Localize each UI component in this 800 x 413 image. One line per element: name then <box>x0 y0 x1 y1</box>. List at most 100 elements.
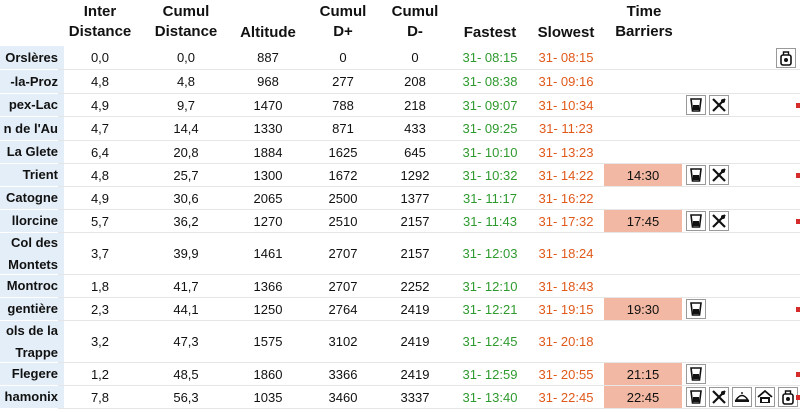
header-altitude: Altitude <box>240 24 296 41</box>
cumul-dminus-cell: 1377 <box>400 190 430 206</box>
cumul-dplus-cell: 3460 <box>328 389 358 405</box>
services-icons <box>686 298 706 320</box>
cumul-dplus-cell: 2764 <box>328 301 358 317</box>
station-name: Montroc <box>0 275 64 297</box>
table-row: ols de la Trappe 3,2 47,3 1575 3102 2419 31- 1… <box>0 321 800 362</box>
inter-distance-cell: 1,2 <box>90 366 110 382</box>
altitude-cell: 2065 <box>253 190 283 206</box>
table-row: Col des Montets 3,7 39,9 1461 2707 2157 31- 12… <box>0 233 800 274</box>
row-separator <box>58 232 800 233</box>
row-separator <box>58 274 800 275</box>
table-row: La Glete 6,4 20,8 1884 1625 645 31- 10:10 31- 1… <box>0 141 800 163</box>
food-icon <box>709 387 729 407</box>
row-separator <box>58 140 800 141</box>
altitude-cell: 887 <box>257 50 279 65</box>
row-separator <box>58 209 800 210</box>
slowest-time-cell: 31- 16:22 <box>538 190 594 206</box>
table-row: Catogne 4,9 30,6 2065 2500 1377 31- 11:17 31- 1… <box>0 187 800 209</box>
cumul-dminus-cell: 1292 <box>400 167 430 183</box>
cumul-distance-cell: 25,7 <box>173 167 199 183</box>
services-icons <box>686 386 798 408</box>
altitude-cell: 1366 <box>253 278 283 294</box>
altitude-cell: 1575 <box>253 334 283 349</box>
altitude-cell: 1300 <box>253 167 283 183</box>
station-name: pex-Lac <box>0 94 64 116</box>
altitude-cell: 1860 <box>253 366 283 382</box>
slowest-time-cell: 31- 18:24 <box>538 246 594 261</box>
altitude-cell: 1470 <box>253 97 283 113</box>
fastest-time-cell: 31- 08:38 <box>462 74 518 89</box>
row-separator <box>58 320 800 321</box>
slowest-time-cell: 31- 09:16 <box>538 74 594 89</box>
station-name: n de l'Au <box>0 117 64 140</box>
cumul-distance-cell: 0,0 <box>176 50 196 65</box>
cumul-dplus-cell: 1625 <box>328 144 358 160</box>
time-barrier-cell: 21:15 <box>604 363 682 385</box>
fastest-time-cell: 31- 09:07 <box>462 97 518 113</box>
table-row: hamonix 7,8 56,3 1035 3460 3337 31- 13:40 31- 2… <box>0 386 800 408</box>
cumul-dminus-cell: 645 <box>404 144 426 160</box>
station-name: -la-Proz <box>0 70 64 93</box>
row-separator <box>58 93 800 94</box>
drink-icon <box>686 387 706 407</box>
fastest-time-cell: 31- 09:25 <box>462 121 518 136</box>
cumul-dminus-cell: 2419 <box>400 334 430 349</box>
cumul-dplus-cell: 2510 <box>328 213 358 229</box>
slowest-time-cell: 31- 22:45 <box>538 389 594 405</box>
cumul-dminus-cell: 0 <box>411 50 419 65</box>
services-icons <box>776 46 796 69</box>
row-marker <box>796 395 800 400</box>
cumul-distance-cell: 4,8 <box>176 74 196 89</box>
altitude-cell: 968 <box>257 74 279 89</box>
inter-distance-cell: 4,8 <box>90 167 110 183</box>
station-name: Catogne <box>0 187 64 209</box>
services-icons <box>686 164 729 186</box>
cumul-dminus-cell: 433 <box>404 121 426 136</box>
row-separator <box>58 116 800 117</box>
inter-distance-cell: 3,7 <box>90 246 110 261</box>
bag-icon <box>778 387 798 407</box>
slowest-time-cell: 31- 19:15 <box>538 301 594 317</box>
header-fastest: Fastest <box>463 24 517 41</box>
slowest-time-cell: 31- 20:55 <box>538 366 594 382</box>
cumul-dminus-cell: 3337 <box>400 389 430 405</box>
inter-distance-cell: 1,8 <box>90 278 110 294</box>
table-row: -la-Proz 4,8 4,8 968 277 208 31- 08:38 31- 09:1… <box>0 70 800 93</box>
cumul-dplus-cell: 871 <box>332 121 354 136</box>
slowest-time-cell: 31- 11:23 <box>539 121 593 136</box>
table-row: Montroc 1,8 41,7 1366 2707 2252 31- 12:10 31- 1… <box>0 275 800 297</box>
fastest-time-cell: 31- 12:45 <box>462 334 518 349</box>
cumul-dplus-cell: 2707 <box>328 278 358 294</box>
slowest-time-cell: 31- 08:15 <box>538 50 594 65</box>
drink-icon <box>686 211 706 231</box>
table-row: Flegere 1,2 48,5 1860 3366 2419 31- 12:59 31- 2… <box>0 363 800 385</box>
cumul-dminus-cell: 2419 <box>400 366 430 382</box>
table-row: Trient 4,8 25,7 1300 1672 1292 31- 10:32 31- 14… <box>0 164 800 186</box>
cumul-dminus-cell: 2252 <box>400 278 430 294</box>
cumul-dminus-cell: 2157 <box>400 246 430 261</box>
table-row: llorcine 5,7 36,2 1270 2510 2157 31- 11:43 31- … <box>0 210 800 232</box>
slowest-time-cell: 31- 13:23 <box>538 144 594 160</box>
services-icons <box>686 210 729 232</box>
fastest-time-cell: 31- 13:40 <box>462 389 518 405</box>
fastest-time-cell: 31- 11:43 <box>463 213 517 229</box>
inter-distance-cell: 4,9 <box>90 97 110 113</box>
row-marker <box>796 372 800 377</box>
inter-distance-cell: 4,9 <box>90 190 110 206</box>
cumul-dplus-cell: 277 <box>332 74 354 89</box>
cumul-dplus-cell: 0 <box>339 50 347 65</box>
drink-icon <box>686 299 706 319</box>
inter-distance-cell: 4,8 <box>90 74 110 89</box>
station-name: Trient <box>0 164 64 186</box>
row-separator <box>58 163 800 164</box>
slowest-time-cell: 31- 14:22 <box>538 167 594 183</box>
time-barrier-cell: 22:45 <box>604 386 682 408</box>
station-name: Orslères <box>0 46 64 69</box>
station-name: Col des Montets <box>0 233 64 274</box>
row-separator <box>58 297 800 298</box>
cumul-dplus-cell: 3366 <box>328 366 358 382</box>
cumul-distance-cell: 20,8 <box>173 144 199 160</box>
altitude-cell: 1330 <box>253 121 283 136</box>
table-row: Orslères 0,0 0,0 887 0 0 31- 08:15 31- 08:15 <box>0 46 800 69</box>
altitude-cell: 1035 <box>253 389 283 405</box>
